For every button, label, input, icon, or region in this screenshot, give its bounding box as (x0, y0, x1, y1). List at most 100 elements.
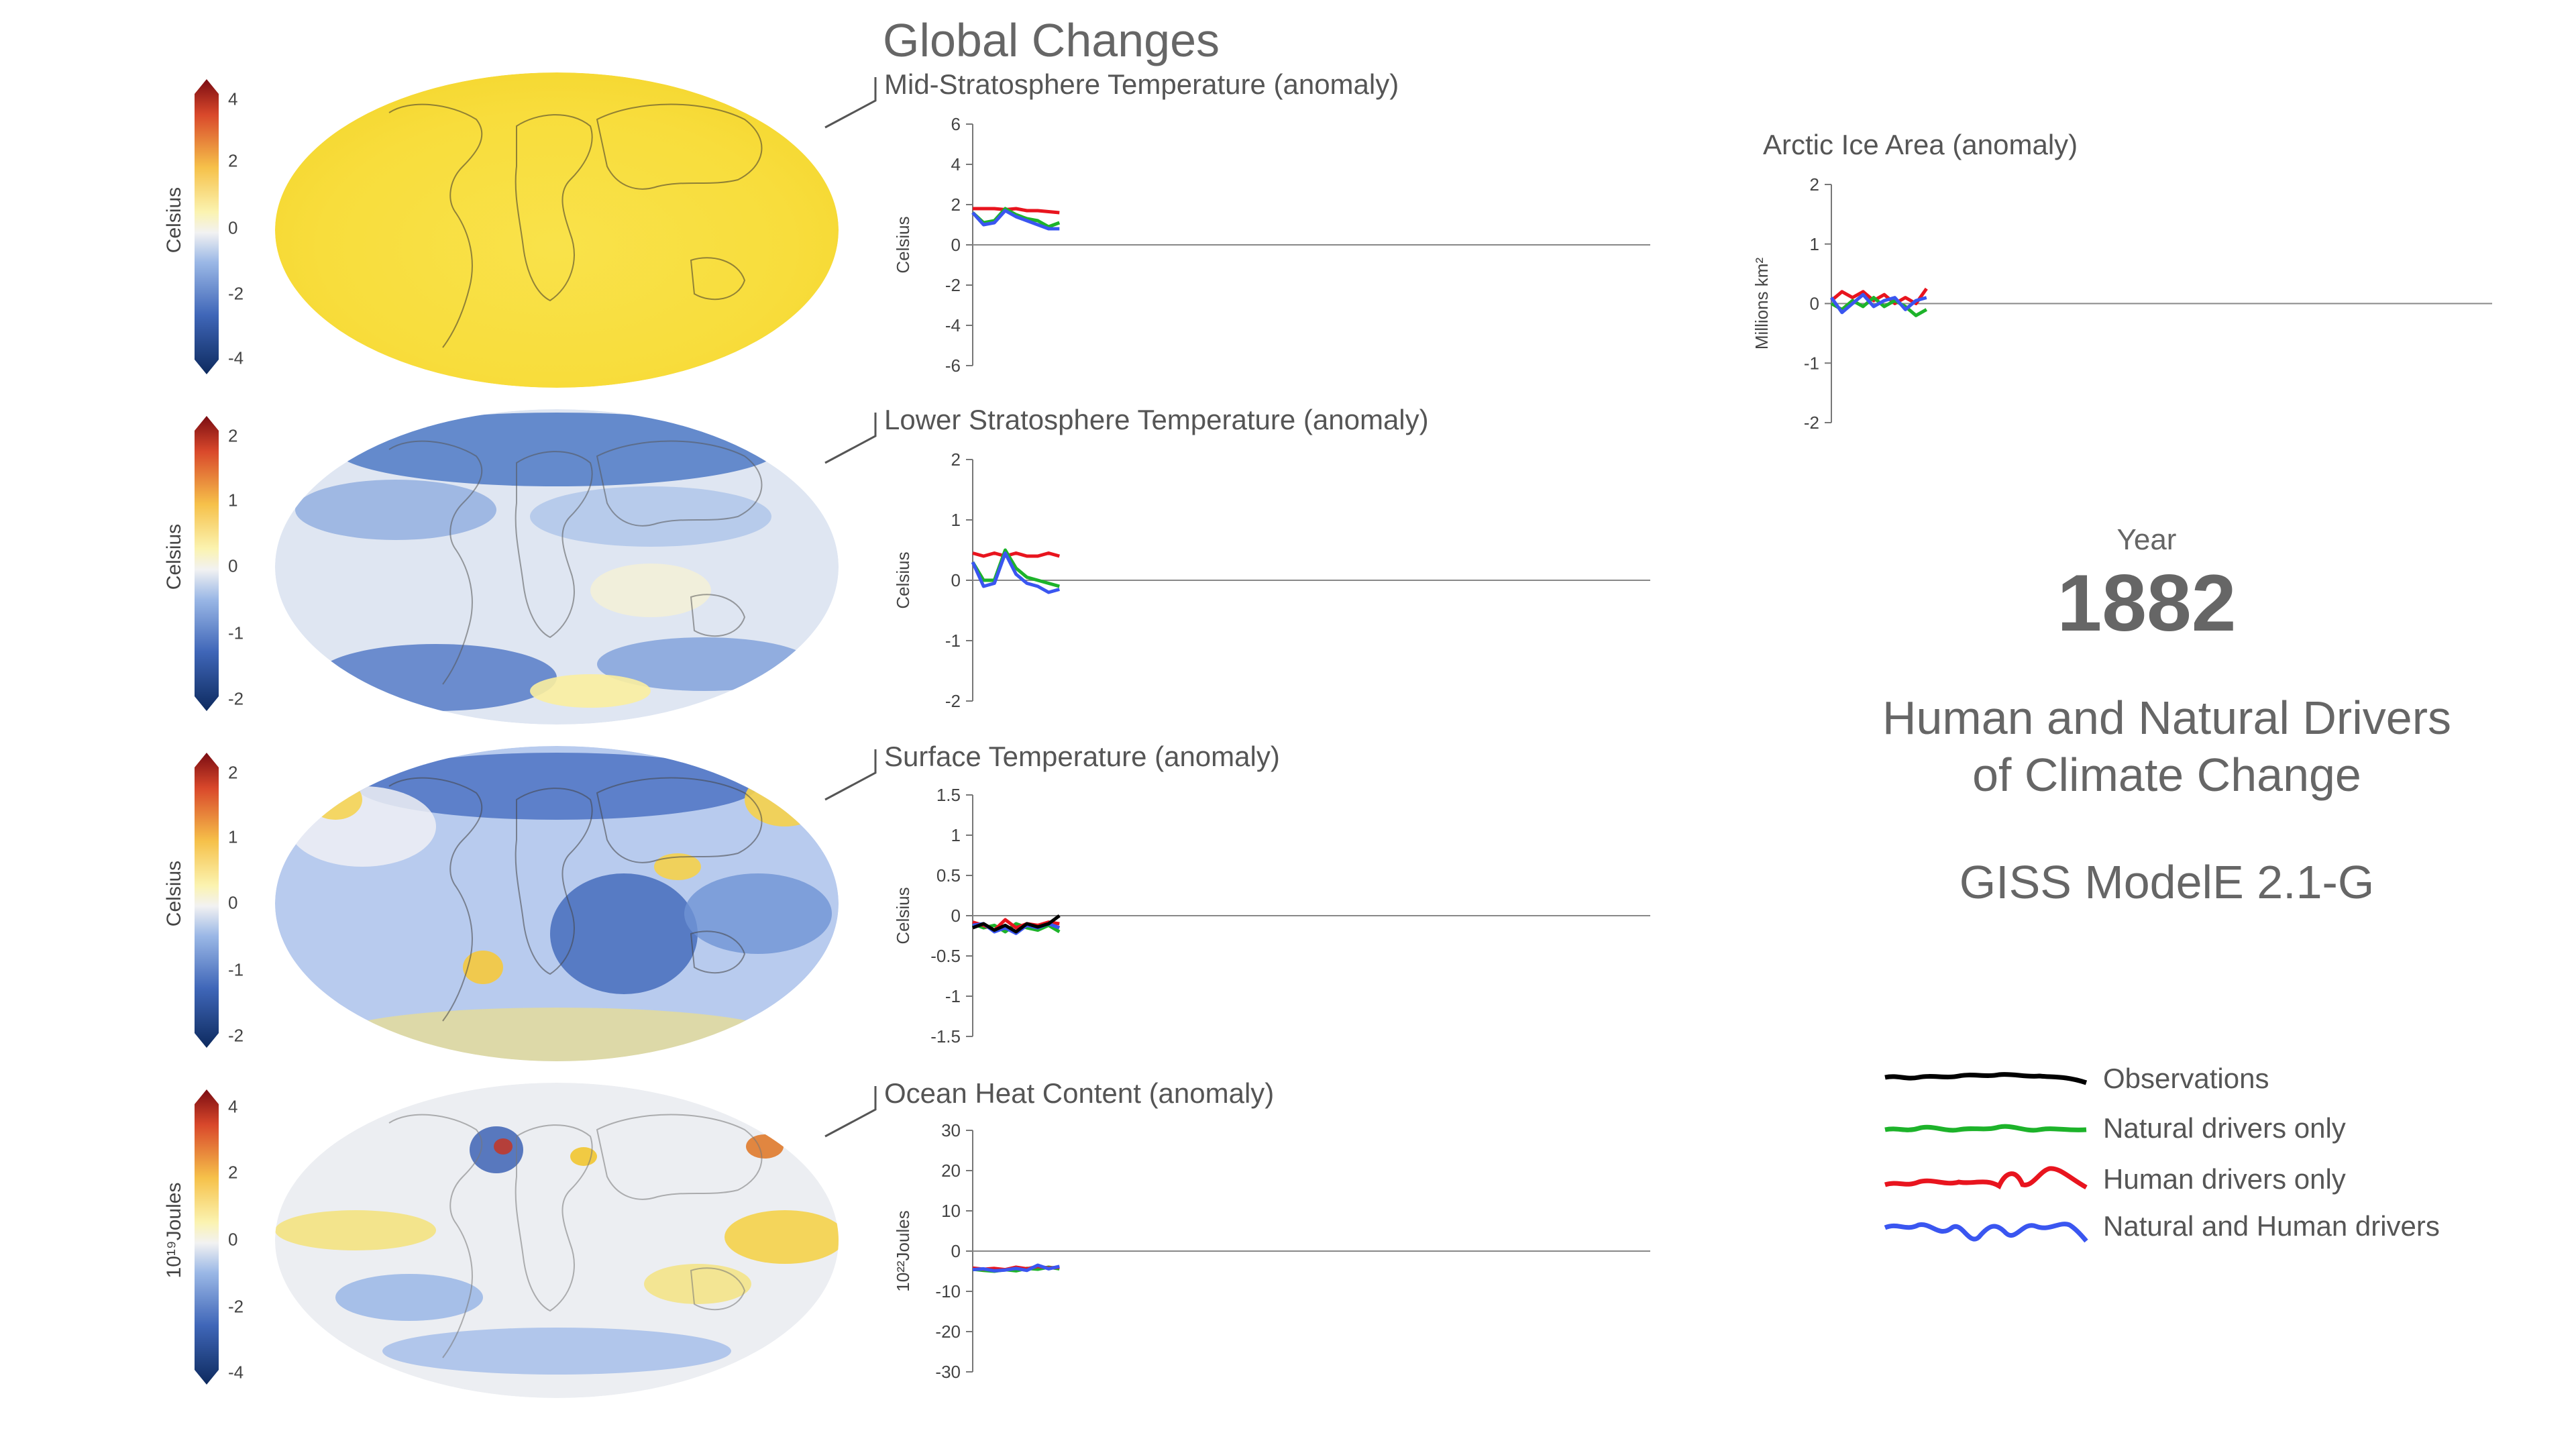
y-tick-label: 4 (951, 154, 961, 174)
colorbar-tick: 1 (228, 826, 238, 847)
y-tick-label: 1 (951, 825, 961, 845)
legend-item-human: Human drivers only (1878, 1158, 2482, 1205)
globe-map-4 (275, 1083, 839, 1398)
colorbar-gradient (195, 753, 219, 1048)
map-row-3: Celsius 2 1 0 -1 -2 (154, 746, 1067, 1068)
y-tick-label: 2 (951, 195, 961, 215)
y-tick-label: -2 (945, 691, 961, 711)
globe-map-1 (275, 72, 839, 388)
chart-surface-temperature: 1.5 1 0.5 0 -0.5 -1 -1.5 Celsius (893, 785, 1650, 1046)
colorbar-tick: 4 (228, 1096, 238, 1117)
legend-item-observations: Observations (1878, 1057, 2482, 1104)
y-tick-label: -6 (945, 356, 961, 376)
y-tick-label: -4 (945, 315, 961, 335)
series-line-natural-and-human-drivers (971, 209, 1060, 231)
y-tick-label: 1 (951, 510, 961, 530)
y-tick-label: -1.5 (930, 1026, 961, 1046)
colorbar-label: Celsius (163, 186, 185, 254)
page-title: Global Changes (883, 14, 1220, 66)
colorbar-4 (195, 1089, 219, 1385)
series-line-natural-and-human-drivers (972, 1263, 1060, 1273)
y-tick-label: 10 (941, 1201, 961, 1221)
legend-swatch (1884, 1222, 2088, 1243)
legend-swatch (1884, 1166, 2088, 1190)
y-tick-label: 0 (951, 235, 961, 255)
chart-title: Lower Stratosphere Temperature (anomaly) (884, 404, 1429, 435)
series-line-observations (972, 914, 1061, 934)
y-axis-label: Celsius (893, 887, 913, 944)
colorbar-gradient (195, 416, 219, 711)
chart-ocean-heat-content: 30 20 10 0 -10 -20 -30 10²²Joules (893, 1120, 1650, 1382)
colorbar-tick: 2 (228, 150, 238, 171)
colorbar-gradient (195, 1089, 219, 1385)
colorbar-tick: -1 (228, 623, 244, 643)
colorbar-tick: 0 (228, 217, 238, 238)
legend-swatch (1884, 1072, 2088, 1085)
y-tick-label: 0 (1810, 294, 1819, 314)
y-tick-label: 0 (951, 570, 961, 590)
y-tick-label: 0 (951, 906, 961, 926)
chart-title: Mid-Stratosphere Temperature (anomaly) (884, 68, 1399, 100)
year-label: Year (2116, 523, 2177, 556)
y-tick-label: -2 (1804, 413, 1819, 433)
connector-line (824, 1086, 877, 1138)
colorbar-tick: 2 (228, 762, 238, 783)
chart-mid-stratosphere: 6 4 2 0 -2 -4 -6 Celsius (893, 114, 1650, 376)
map-row-1: Celsius 4 2 0 -2 -4 (154, 72, 1067, 394)
legend-label: Natural and Human drivers (2103, 1210, 2440, 1242)
connector-line (824, 77, 877, 129)
colorbar-tick: -2 (228, 1025, 244, 1046)
subtitle-line-2: of Climate Change (1972, 749, 2361, 801)
y-tick-label: 30 (941, 1120, 961, 1140)
colorbar-3 (195, 753, 219, 1048)
connector-line (824, 413, 877, 464)
colorbar-label: Celsius (163, 860, 185, 927)
y-axis-label: Millions km² (1752, 258, 1772, 350)
colorbar-tick: 2 (228, 425, 238, 446)
series-line-natural-and-human-drivers (1829, 292, 1927, 315)
y-tick-label: 2 (951, 449, 961, 470)
colorbar-1 (195, 79, 219, 374)
y-axis-label: Celsius (893, 216, 913, 273)
colorbar-tick: -2 (228, 688, 244, 709)
y-axis-label: 10²²Joules (893, 1210, 913, 1291)
y-tick-label: 0 (951, 1241, 961, 1261)
legend-item-natural: Natural drivers only (1878, 1107, 2482, 1154)
y-axis-label: Celsius (893, 551, 913, 608)
legend-label: Natural drivers only (2103, 1112, 2346, 1144)
map-row-2: Celsius 2 1 0 -1 -2 (154, 409, 1067, 731)
chart-title: Ocean Heat Content (anomaly) (884, 1077, 1275, 1109)
y-tick-label: 0.5 (936, 865, 961, 885)
y-tick-label: -2 (945, 275, 961, 295)
colorbar-tick: -2 (228, 1296, 244, 1317)
y-tick-label: -10 (935, 1281, 961, 1301)
colorbar-tick: 0 (228, 555, 238, 576)
colorbar-tick: -1 (228, 959, 244, 980)
series-line-natural-drivers-only (971, 207, 1061, 229)
colorbar-tick: -2 (228, 283, 244, 304)
legend-item-natural-human: Natural and Human drivers (1878, 1205, 2482, 1252)
legend-label: Observations (2103, 1063, 2269, 1094)
y-tick-label: -1 (945, 986, 961, 1006)
subtitle-line-1: Human and Natural Drivers (1882, 692, 2452, 744)
colorbar-gradient (195, 79, 219, 374)
series-line-natural-and-human-drivers (971, 551, 1060, 594)
y-tick-label: -1 (1804, 353, 1819, 373)
legend-label: Human drivers only (2103, 1163, 2346, 1195)
colorbar-tick: -4 (228, 1362, 244, 1383)
colorbar-tick: -4 (228, 347, 244, 368)
series-line-natural-drivers-only (971, 548, 1060, 588)
globe-map-3 (275, 746, 839, 1061)
colorbar-tick: 4 (228, 89, 238, 109)
colorbar-tick: 2 (228, 1162, 238, 1183)
model-name: GISS ModelE 2.1-G (1959, 856, 2375, 908)
y-tick-label: 20 (941, 1161, 961, 1181)
y-tick-label: 1 (1810, 234, 1819, 254)
y-tick-label: -1 (945, 631, 961, 651)
y-tick-label: 2 (1810, 174, 1819, 195)
legend-swatch (1884, 1124, 2087, 1133)
series-line-human-drivers-only (973, 207, 1060, 215)
colorbar-tick: 0 (228, 892, 238, 913)
colorbar-label: 10¹⁹Joules (163, 1182, 185, 1279)
year-value: 1882 (2057, 558, 2237, 648)
